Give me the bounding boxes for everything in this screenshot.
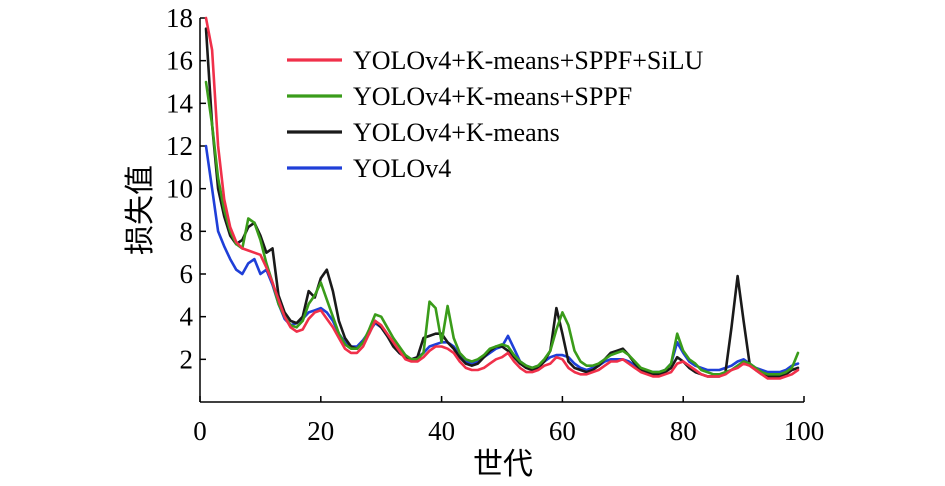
ticks: 0 20 40 60 80 100 2 4 6 8 10 12 14 16 18 xyxy=(166,3,824,446)
x-tick-label: 100 xyxy=(784,416,825,446)
legend: YOLOv4+K-means+SPPF+SiLU YOLOv4+K-means+S… xyxy=(287,46,703,183)
x-tick-label: 0 xyxy=(193,416,207,446)
y-tick-label: 2 xyxy=(180,344,194,374)
x-tick-label: 40 xyxy=(428,416,455,446)
series-lines xyxy=(204,16,800,380)
y-tick-label: 16 xyxy=(166,46,193,76)
x-axis-title: 世代 xyxy=(473,448,533,481)
series-line-yolov4 xyxy=(204,144,800,374)
legend-label-yolov4-k-means-sppf: YOLOv4+K-means+SPPF xyxy=(353,82,632,111)
legend-label-yolov4-k-means-sppf-silu: YOLOv4+K-means+SPPF+SiLU xyxy=(353,46,703,75)
legend-label-yolov4: YOLOv4 xyxy=(353,154,451,183)
y-tick-label: 10 xyxy=(166,174,193,204)
x-tick-label: 60 xyxy=(549,416,576,446)
x-tick-label: 80 xyxy=(670,416,697,446)
series-line-yolov4-k-means-sppf-silu xyxy=(204,16,800,380)
y-tick-label: 4 xyxy=(180,302,194,332)
series-line-yolov4-k-means-sppf xyxy=(204,80,800,376)
y-axis-title: 损失值 xyxy=(124,165,157,255)
y-tick-label: 14 xyxy=(166,88,194,118)
y-tick-label: 6 xyxy=(180,259,194,289)
legend-label-yolov4-k-means: YOLOv4+K-means xyxy=(353,118,560,147)
y-tick-label: 8 xyxy=(180,216,194,246)
axes xyxy=(199,18,804,403)
x-tick-label: 20 xyxy=(307,416,334,446)
y-tick-label: 18 xyxy=(166,3,193,33)
y-tick-label: 12 xyxy=(166,131,193,161)
